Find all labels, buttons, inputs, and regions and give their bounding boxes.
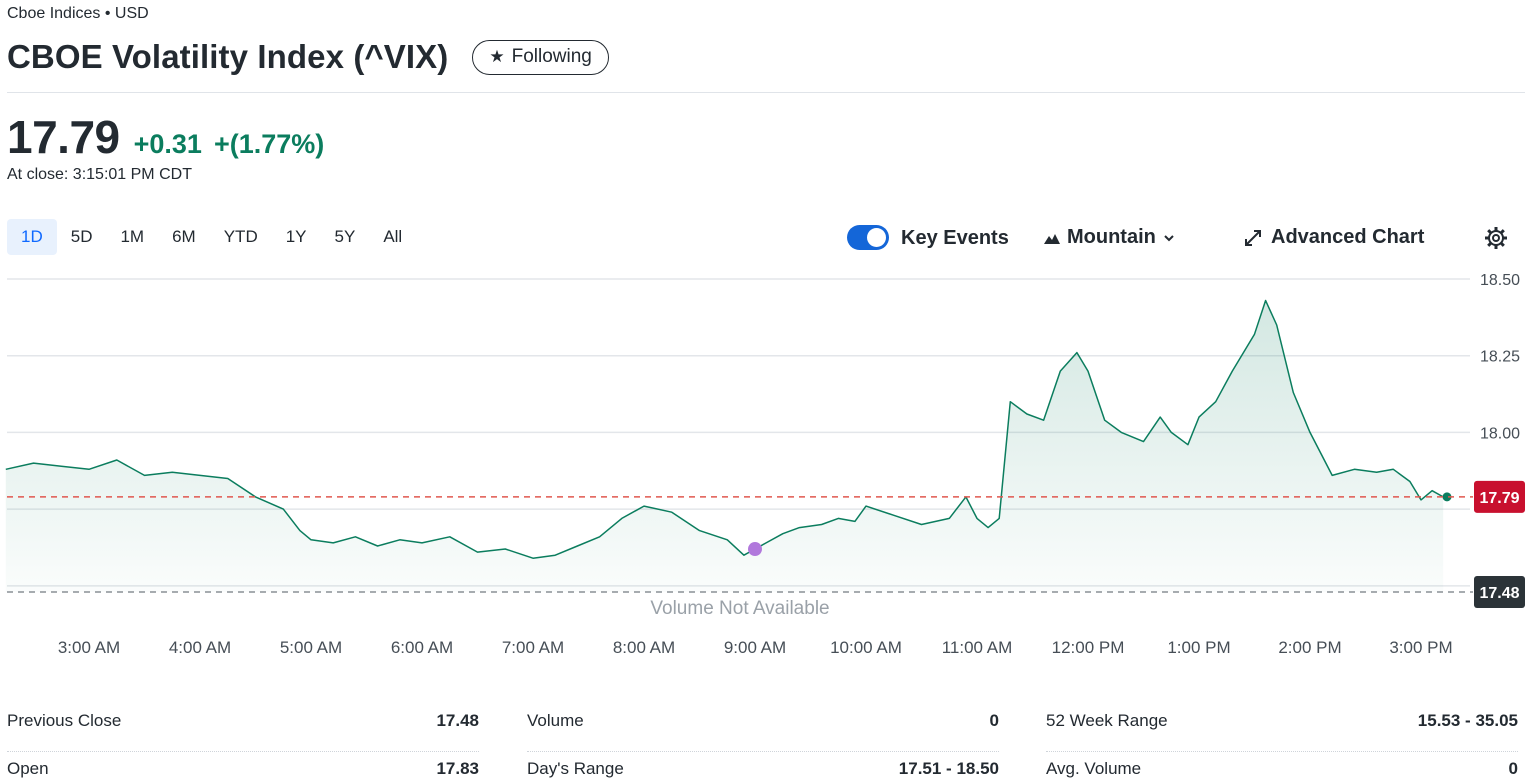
range-button-1m[interactable]: 1M — [120, 227, 145, 246]
key-event-marker[interactable] — [748, 542, 762, 557]
exchange-label: Cboe Indices • USD — [7, 5, 149, 22]
mountain-icon — [1044, 233, 1060, 244]
range-selector: 1D 5D 1M 6M YTD 1Y 5Y All — [7, 219, 416, 255]
chart-type-dropdown[interactable]: Mountain — [1043, 226, 1176, 249]
following-button[interactable]: ★ Following — [472, 39, 609, 75]
advanced-chart-label: Advanced Chart — [1271, 226, 1425, 248]
x-tick-label: 5:00 AM — [280, 638, 342, 657]
x-axis: 3:00 AM 4:00 AM 5:00 AM 6:00 AM 7:00 AM 8:00 … — [58, 638, 1453, 657]
volume-note: Volume Not Available — [650, 598, 829, 619]
stat-value: 15.53 - 35.05 — [1417, 711, 1518, 730]
x-tick-label: 3:00 PM — [1389, 638, 1452, 657]
x-tick-label: 4:00 AM — [169, 638, 231, 657]
stat-row: Open 17.83 — [7, 752, 479, 782]
current-price-label: 17.79 — [1479, 490, 1519, 507]
y-tick-label: 18.25 — [1480, 349, 1520, 366]
chevron-down-icon — [1164, 234, 1174, 241]
range-button-all[interactable]: All — [383, 227, 403, 246]
stats-column: Volume 0 Day's Range 17.51 - 18.50 — [527, 704, 999, 782]
range-button-6m[interactable]: 6M — [172, 227, 196, 246]
range-button-5y[interactable]: 5Y — [334, 227, 356, 246]
stat-row: Day's Range 17.51 - 18.50 — [527, 752, 999, 782]
stat-label: Previous Close — [7, 711, 122, 730]
expand-icon — [1245, 229, 1261, 246]
previous-close-label: 17.48 — [1479, 585, 1519, 602]
x-tick-label: 11:00 AM — [942, 638, 1013, 657]
range-button-1y[interactable]: 1Y — [285, 227, 307, 246]
stat-row: Previous Close 17.48 — [7, 704, 479, 752]
y-axis: 18.50 18.25 18.00 17.79 17.48 — [1474, 272, 1525, 608]
current-price-badge — [1474, 480, 1525, 513]
x-tick-label: 9:00 AM — [724, 638, 786, 657]
key-events-label: Key Events — [901, 227, 1009, 249]
following-label: Following — [511, 46, 592, 67]
stat-value: 0 — [989, 711, 999, 730]
close-time: At close: 3:15:01 PM CDT — [7, 166, 192, 183]
stat-value: 17.83 — [436, 759, 479, 778]
key-events-toggle[interactable] — [847, 225, 889, 250]
stat-value: 0 — [1508, 759, 1518, 778]
stat-value: 17.48 — [436, 711, 479, 730]
stat-row: Avg. Volume 0 — [1046, 752, 1518, 782]
x-tick-label: 10:00 AM — [830, 638, 902, 657]
stat-value: 17.51 - 18.50 — [898, 759, 999, 778]
stat-label: 52 Week Range — [1046, 711, 1168, 730]
stat-label: Open — [7, 759, 49, 778]
stat-row: Volume 0 — [527, 704, 999, 752]
price-change: +0.31 — [133, 129, 202, 159]
star-icon: ★ — [489, 47, 505, 66]
stat-label: Day's Range — [527, 759, 624, 778]
chart-plot: Volume Not Available — [5, 299, 1473, 619]
price-chart[interactable]: Volume Not Available 18.50 18.25 18.00 17.7… — [0, 260, 1525, 680]
last-price-dot — [1442, 492, 1452, 502]
range-button-1d[interactable]: 1D — [7, 219, 57, 255]
x-tick-label: 1:00 PM — [1167, 638, 1230, 657]
area-fill — [5, 300, 1444, 592]
previous-close-badge — [1474, 576, 1525, 608]
current-price: 17.79 — [7, 111, 120, 163]
page-title: CBOE Volatility Index (^VIX) — [7, 38, 449, 75]
stats-column: 52 Week Range 15.53 - 35.05 Avg. Volume 0 — [1046, 704, 1518, 782]
header-divider — [7, 92, 1525, 93]
x-tick-label: 12:00 PM — [1052, 638, 1125, 657]
price-change-percent: +(1.77%) — [213, 129, 325, 159]
x-tick-label: 7:00 AM — [502, 638, 564, 657]
quote-row: 17.79 +0.31 +(1.77%) — [7, 110, 324, 164]
y-tick-label: 18.00 — [1480, 425, 1520, 442]
toggle-knob — [867, 228, 886, 247]
gear-icon[interactable] — [1484, 226, 1508, 250]
stat-label: Avg. Volume — [1046, 759, 1142, 778]
chart-type-label: Mountain — [1067, 226, 1156, 248]
x-tick-label: 2:00 PM — [1278, 638, 1341, 657]
y-tick-label: 18.50 — [1480, 272, 1520, 289]
stat-label: Volume — [527, 711, 584, 730]
x-tick-label: 3:00 AM — [58, 638, 120, 657]
stats-column: Previous Close 17.48 Open 17.83 — [7, 704, 479, 782]
title-row: CBOE Volatility Index (^VIX) ★ Following — [7, 38, 609, 76]
stat-row: 52 Week Range 15.53 - 35.05 — [1046, 704, 1518, 752]
range-button-5d[interactable]: 5D — [70, 227, 93, 246]
x-tick-label: 6:00 AM — [391, 638, 453, 657]
x-tick-label: 8:00 AM — [613, 638, 675, 657]
advanced-chart-button[interactable]: Advanced Chart — [1243, 226, 1424, 249]
range-button-ytd[interactable]: YTD — [223, 227, 258, 246]
